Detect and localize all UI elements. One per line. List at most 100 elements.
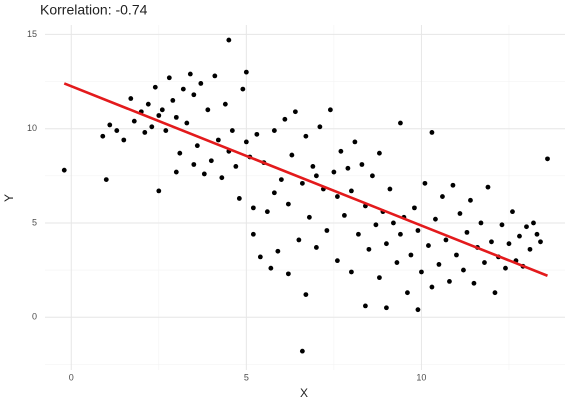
point — [299, 348, 305, 354]
point — [405, 290, 410, 296]
point — [370, 173, 375, 179]
point — [341, 213, 347, 218]
point — [356, 231, 361, 237]
point — [464, 229, 470, 235]
point — [156, 188, 162, 194]
point — [264, 209, 270, 215]
point — [243, 139, 249, 145]
y-axis-label: Y — [2, 194, 16, 202]
point — [257, 254, 263, 260]
point — [163, 128, 169, 133]
x-tick-label: 10 — [416, 372, 426, 382]
point — [233, 163, 239, 169]
point — [268, 265, 274, 271]
point — [415, 228, 421, 233]
point — [366, 246, 372, 252]
y-tick-label: 0 — [32, 312, 37, 322]
point — [296, 237, 302, 243]
point — [292, 109, 298, 115]
point — [289, 152, 295, 158]
point — [412, 205, 417, 211]
point — [226, 37, 232, 43]
point — [348, 269, 354, 275]
point — [191, 162, 197, 167]
regression-line — [63, 82, 548, 277]
point — [317, 124, 323, 130]
point — [250, 231, 256, 237]
point — [142, 130, 148, 135]
point — [180, 86, 186, 92]
point — [373, 222, 379, 228]
y-tick-label: 15 — [27, 29, 37, 39]
point — [429, 284, 435, 290]
point — [331, 169, 337, 175]
point — [285, 201, 291, 207]
point — [499, 222, 505, 228]
point — [236, 196, 242, 201]
point — [254, 131, 260, 137]
point — [215, 137, 221, 143]
point — [324, 228, 330, 233]
point — [391, 220, 396, 226]
point — [352, 139, 358, 145]
point — [149, 124, 155, 130]
point — [306, 214, 312, 220]
point — [457, 211, 463, 216]
point — [461, 267, 466, 273]
point — [534, 231, 540, 237]
y-tick-label: 10 — [27, 123, 37, 133]
point — [100, 133, 106, 139]
point — [303, 133, 309, 139]
point — [482, 260, 487, 265]
point — [240, 86, 246, 92]
point — [145, 101, 151, 107]
point — [170, 98, 176, 103]
point — [313, 173, 319, 179]
point — [303, 292, 309, 297]
point — [454, 252, 459, 258]
point — [103, 177, 109, 182]
point — [429, 130, 435, 135]
point — [208, 158, 214, 164]
point — [107, 122, 113, 128]
point — [243, 69, 249, 75]
point — [338, 148, 344, 154]
point — [191, 92, 197, 98]
point — [194, 143, 200, 149]
point — [334, 258, 340, 264]
point — [450, 182, 456, 188]
point — [377, 150, 382, 156]
point — [61, 167, 67, 173]
point — [531, 220, 536, 226]
point — [173, 169, 179, 175]
point — [408, 252, 414, 258]
point — [384, 241, 389, 247]
point — [198, 81, 204, 86]
point — [271, 128, 277, 133]
x-tick-label: 0 — [69, 372, 74, 382]
point — [121, 137, 127, 143]
point — [334, 194, 340, 199]
point — [159, 107, 165, 113]
point — [278, 177, 284, 182]
point — [422, 180, 428, 186]
y-tick-label: 5 — [32, 217, 37, 227]
point — [363, 303, 368, 309]
point — [419, 269, 424, 275]
point — [398, 120, 403, 126]
point — [177, 150, 183, 156]
point — [128, 96, 134, 101]
point — [377, 275, 382, 281]
x-tick-label: 5 — [244, 372, 249, 382]
point — [387, 186, 393, 192]
point — [114, 128, 120, 133]
point — [485, 184, 491, 190]
point — [184, 120, 190, 126]
point — [250, 205, 256, 211]
point — [545, 156, 550, 162]
point — [510, 209, 515, 215]
point — [433, 216, 438, 222]
point — [327, 107, 333, 113]
x-axis-label: X — [300, 386, 308, 400]
